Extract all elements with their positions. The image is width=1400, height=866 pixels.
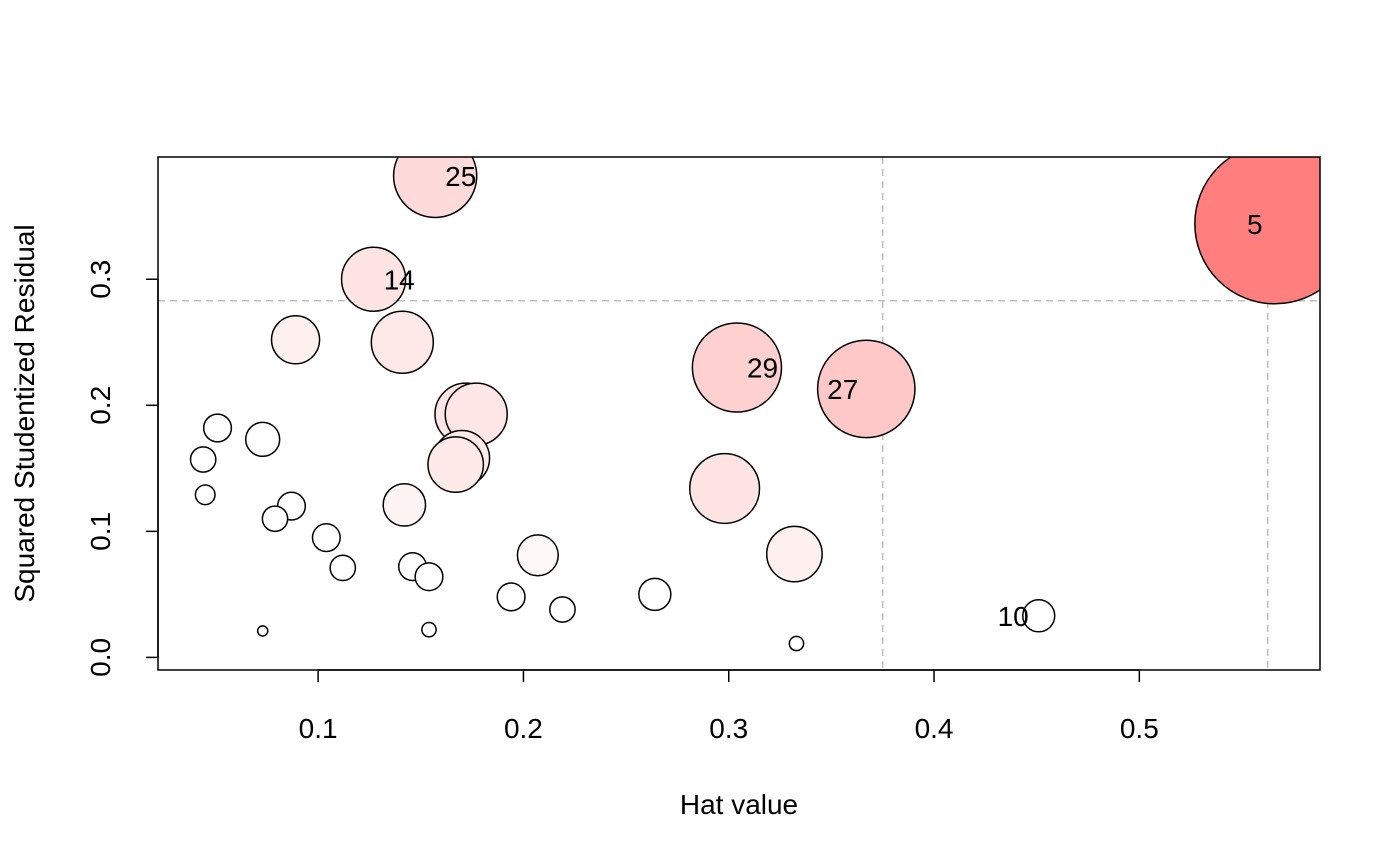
point-label-25: 25 — [445, 161, 476, 192]
data-point — [202, 413, 233, 443]
point-labels: 25 14 29 27 5 10 — [384, 161, 1263, 632]
x-tick-label: 0.2 — [504, 713, 543, 744]
point-label-5: 5 — [1247, 209, 1263, 240]
y-axis: 0.0 0.1 0.2 0.3 — [85, 260, 159, 677]
data-point — [496, 582, 526, 612]
x-tick-label: 0.4 — [915, 713, 954, 744]
data-point — [765, 525, 823, 583]
data-point — [392, 157, 478, 219]
data-point — [638, 577, 672, 612]
data-point — [427, 436, 485, 494]
data-point — [270, 315, 321, 365]
y-tick-label: 0.0 — [85, 638, 116, 677]
data-point — [1021, 599, 1056, 633]
point-label-10: 10 — [998, 601, 1029, 632]
point-label-29: 29 — [747, 352, 778, 383]
data-point — [516, 534, 559, 577]
x-tick-label: 0.3 — [709, 713, 748, 744]
x-tick-label: 0.5 — [1120, 713, 1159, 744]
x-axis-label: Hat value — [680, 789, 798, 820]
data-point — [549, 596, 576, 623]
y-tick-label: 0.3 — [85, 260, 116, 299]
reference-lines — [158, 157, 1320, 670]
data-point — [189, 446, 217, 473]
data-point — [691, 322, 783, 413]
y-axis-label: Squared Studentized Residual — [9, 224, 40, 602]
plot-frame — [157, 156, 1321, 671]
data-point — [311, 523, 341, 553]
data-point — [329, 554, 357, 582]
data-point — [816, 339, 916, 439]
data-points — [189, 157, 1320, 652]
data-point — [256, 625, 269, 637]
data-point — [194, 484, 216, 506]
data-point — [244, 421, 281, 458]
data-point — [382, 482, 427, 527]
data-point — [261, 505, 289, 533]
x-axis: 0.1 0.2 0.3 0.4 0.5 — [299, 669, 1159, 744]
data-point — [1194, 157, 1320, 305]
data-point — [414, 562, 444, 592]
data-point — [370, 310, 435, 375]
data-point — [689, 452, 761, 525]
data-point — [421, 621, 437, 638]
x-tick-label: 0.1 — [299, 713, 338, 744]
y-tick-label: 0.2 — [85, 386, 116, 425]
point-label-27: 27 — [827, 374, 858, 405]
data-point — [340, 246, 407, 313]
data-point — [788, 635, 805, 652]
point-label-14: 14 — [384, 264, 415, 295]
y-tick-label: 0.1 — [85, 512, 116, 551]
